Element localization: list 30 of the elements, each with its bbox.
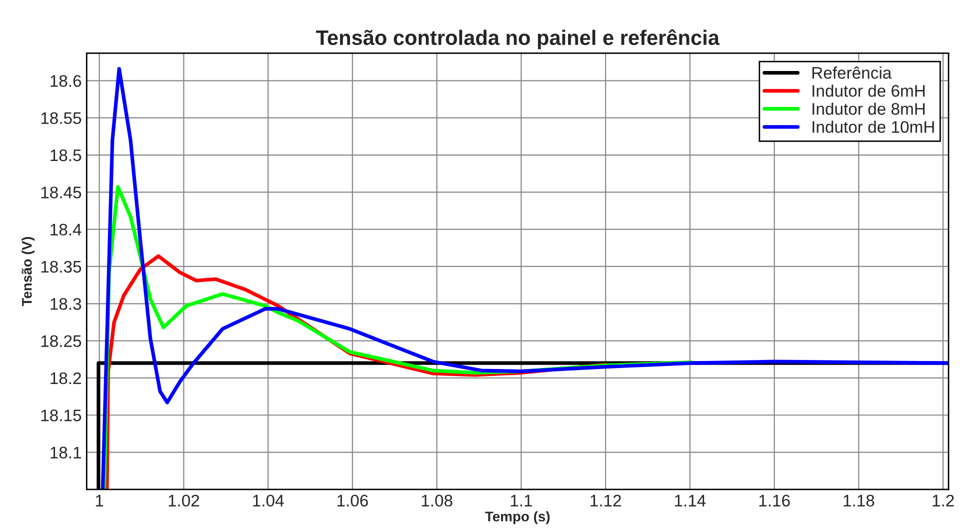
y-tick-label: 18.35 [41,260,82,273]
y-axis-title: Tensão (V) [22,237,35,306]
y-tick-label: 18.3 [50,298,82,310]
x-tick-label: 1.04 [253,494,284,507]
legend-label: Indutor de 6mH [812,84,925,97]
y-tick-label: 18.55 [41,112,82,124]
line-series [100,67,949,490]
x-tick-label: 1.08 [422,494,452,507]
y-tick-label: 18.45 [41,186,82,198]
y-tick-label: 18.6 [50,75,82,87]
x-tick-label: 1.06 [338,494,368,507]
x-tick-label: 1.2 [932,494,954,506]
y-tick-label: 18.1 [50,446,81,458]
x-tick-label: 1.18 [844,494,874,507]
chart-title: Tensão controlada no painel e referência [316,29,720,50]
x-tick-label: 1.14 [675,494,706,506]
y-tick-label: 18.4 [50,224,82,236]
y-tick-label: 18.2 [50,372,81,384]
x-tick-label: 1.12 [590,494,621,506]
legend-label: Indutor de 8mH [812,102,925,115]
legend-label: Referência [812,66,892,79]
x-tick-label: 1 [96,494,104,506]
legend-label: Indutor de 10mH [812,120,934,133]
y-tick-label: 18.5 [50,149,82,162]
x-tick-label: 1.02 [168,494,200,507]
x-tick-label: 1.16 [759,494,790,507]
x-tick-label: 1.1 [510,494,532,506]
y-tick-label: 18.25 [41,335,82,348]
x-axis-title: Tempo (s) [485,511,550,524]
y-tick-label: 18.15 [41,410,82,422]
